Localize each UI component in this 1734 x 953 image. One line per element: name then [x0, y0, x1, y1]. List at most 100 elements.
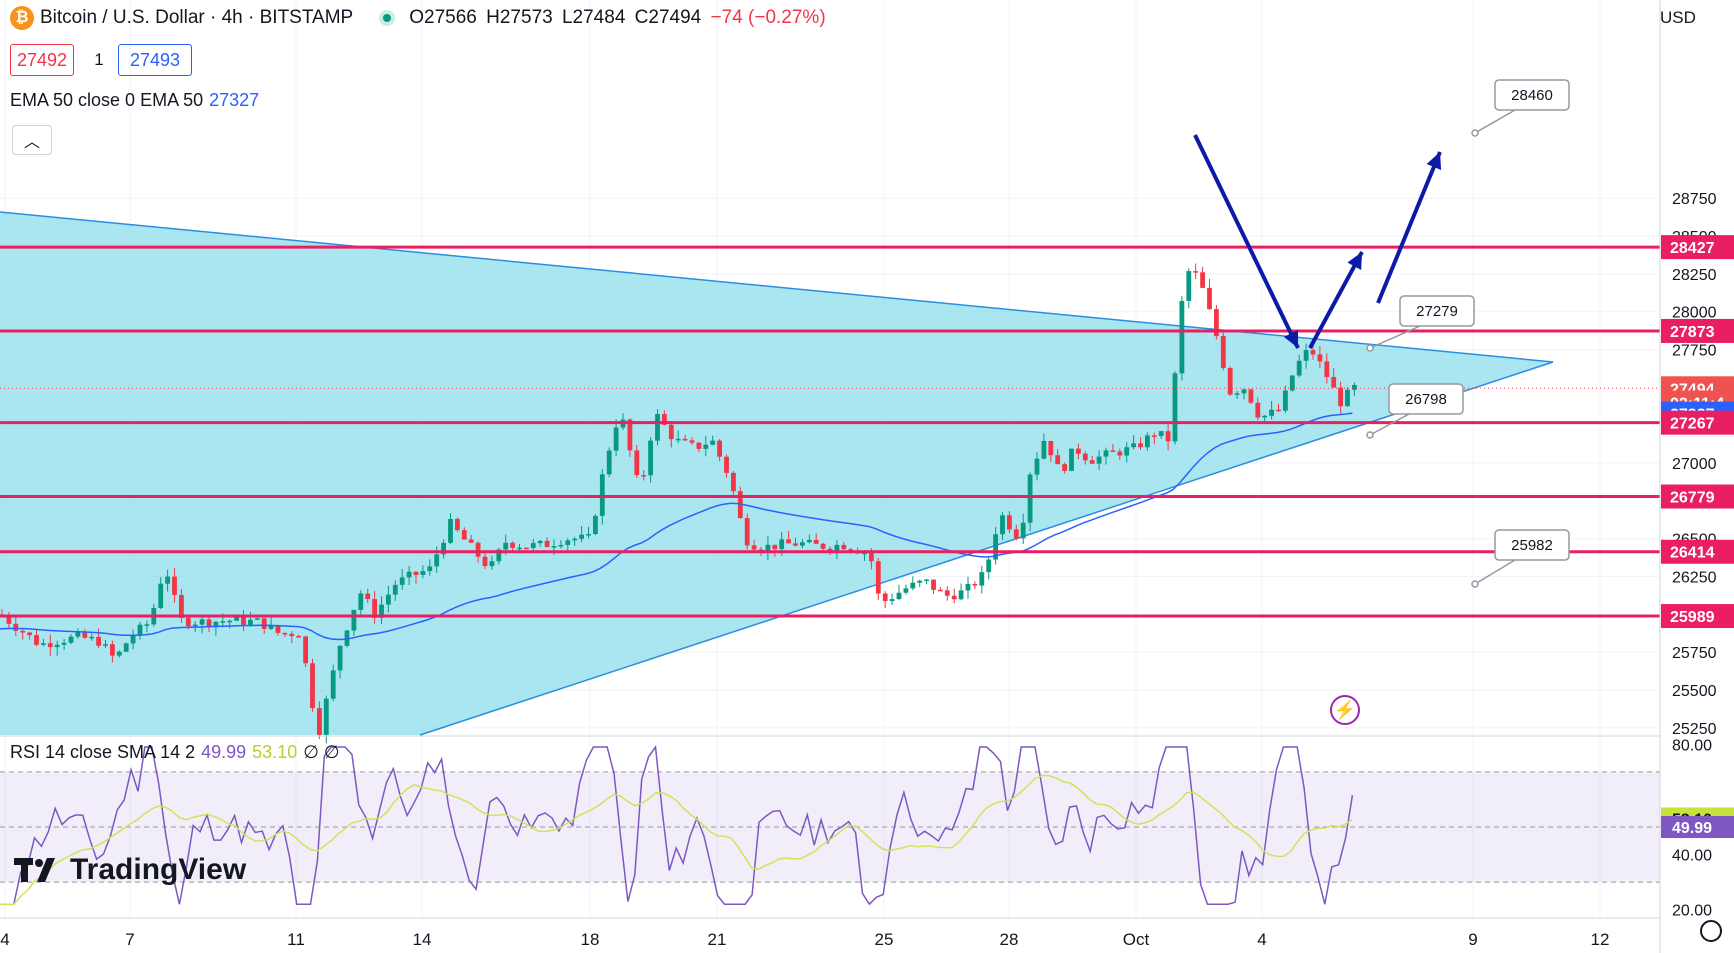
- callout-leader: [1474, 109, 1516, 134]
- callout-label: 25982: [1511, 537, 1553, 554]
- quantity-value[interactable]: 1: [94, 50, 104, 69]
- candle-body: [1317, 354, 1323, 362]
- candle-body: [924, 579, 929, 582]
- price-tick-label: 26250: [1672, 570, 1717, 587]
- price-label: 26779: [1670, 490, 1715, 507]
- symbol-title[interactable]: Bitcoin / U.S. Dollar · 4h · BITSTAMP: [40, 7, 354, 28]
- rsi-legend[interactable]: RSI 14 close SMA 14 2 49.99 53.10 ∅ ∅: [10, 742, 340, 763]
- candle-body: [116, 651, 122, 656]
- candle-body: [517, 547, 522, 550]
- lightning-icon[interactable]: ⚡: [1330, 695, 1360, 725]
- candle-body: [586, 534, 591, 536]
- candle-body: [627, 419, 633, 451]
- candle-body: [496, 549, 502, 562]
- candle-body: [365, 593, 371, 600]
- tradingview-mark-icon: [14, 858, 55, 882]
- candle-body: [710, 440, 716, 445]
- settings-icon[interactable]: [1700, 920, 1722, 942]
- candle-body: [827, 548, 833, 551]
- callout-leader: [1369, 325, 1421, 349]
- candle-body: [979, 572, 985, 586]
- open-value: O27566: [409, 7, 477, 28]
- candle-body: [1007, 515, 1012, 530]
- candle-body: [1283, 390, 1288, 411]
- candle-body: [172, 576, 177, 595]
- buy-button[interactable]: 27493: [118, 44, 192, 76]
- candle-body: [551, 546, 557, 548]
- candle-body: [61, 642, 67, 645]
- candle-body: [958, 590, 964, 600]
- candle-body: [800, 542, 805, 546]
- sell-button[interactable]: 27492: [10, 44, 74, 76]
- chart-header: ₿ Bitcoin / U.S. Dollar · 4h · BITSTAMP …: [0, 0, 830, 36]
- candle-body: [420, 571, 426, 575]
- candle-body: [675, 438, 681, 441]
- candle-body: [1027, 474, 1033, 523]
- candle-body: [351, 609, 357, 631]
- candle-body: [703, 444, 709, 449]
- candle-body: [793, 543, 798, 546]
- candle-body: [1179, 300, 1185, 374]
- candle-body: [296, 636, 302, 638]
- price-tick-label: 28750: [1672, 191, 1717, 208]
- candle-body: [6, 616, 12, 624]
- candle-body: [613, 427, 619, 451]
- candle-body: [510, 542, 515, 548]
- candle-body: [1303, 350, 1309, 361]
- candle-body: [165, 576, 170, 584]
- ema-legend[interactable]: EMA 50 close 0 EMA 50 27327: [10, 90, 259, 111]
- candle-body: [448, 518, 453, 543]
- candle-body: [786, 539, 791, 544]
- currency-label[interactable]: USD: [1660, 8, 1696, 27]
- candle-body: [75, 632, 81, 637]
- candle-body: [379, 604, 384, 618]
- callout-leader: [1474, 559, 1516, 585]
- price-axis-bg: [1660, 0, 1734, 953]
- price-label: 27267: [1670, 416, 1715, 433]
- candle-body: [1248, 389, 1254, 403]
- callout-anchor: [1366, 344, 1374, 352]
- candle-body: [910, 582, 916, 589]
- candle-body: [1062, 464, 1067, 471]
- collapse-legend-button[interactable]: ︿: [12, 125, 52, 155]
- candle-body: [475, 542, 481, 557]
- candle-body: [130, 635, 136, 644]
- callout-anchor: [1471, 129, 1479, 137]
- high-value: H27573: [486, 7, 553, 28]
- candle-body: [765, 544, 771, 553]
- time-tick-label: 21: [708, 930, 727, 949]
- candle-body: [248, 619, 253, 625]
- price-label-bg: [1661, 539, 1734, 564]
- candle-body: [427, 566, 433, 572]
- candle-body: [1020, 522, 1026, 539]
- candle-body: [206, 619, 212, 627]
- price-tick-label: 28250: [1672, 267, 1717, 284]
- rsi-tick-label: 80.00: [1672, 737, 1712, 754]
- triangle-pattern: [0, 212, 1553, 735]
- candle-body: [1207, 287, 1212, 310]
- candle-body: [275, 625, 281, 633]
- candle-body: [848, 549, 854, 551]
- rsi-sma-legend-value: 53.10: [252, 742, 298, 762]
- candle-body: [372, 599, 377, 618]
- ohlc-values: O27566 H27573 L27484 C27494 −74 (−0.27%): [409, 7, 829, 29]
- candle-body: [806, 539, 812, 543]
- candle-body: [896, 592, 902, 600]
- price-tick-label: 25250: [1672, 721, 1717, 738]
- time-tick-label: 18: [581, 930, 600, 949]
- candle-body: [820, 543, 826, 549]
- candle-body: [399, 577, 405, 585]
- candle-body: [1262, 415, 1268, 418]
- candle-body: [717, 440, 722, 457]
- candle-body: [1000, 515, 1005, 535]
- candle-body: [254, 618, 260, 620]
- market-status-icon[interactable]: [379, 10, 396, 26]
- bitcoin-icon: ₿: [10, 6, 34, 30]
- candle-body: [1082, 453, 1088, 461]
- candle-body: [1103, 450, 1109, 457]
- up-arrow-short: [1308, 251, 1364, 349]
- candle-body: [1214, 309, 1219, 337]
- up-arrow-long: [1376, 151, 1442, 304]
- candle-body: [461, 530, 467, 540]
